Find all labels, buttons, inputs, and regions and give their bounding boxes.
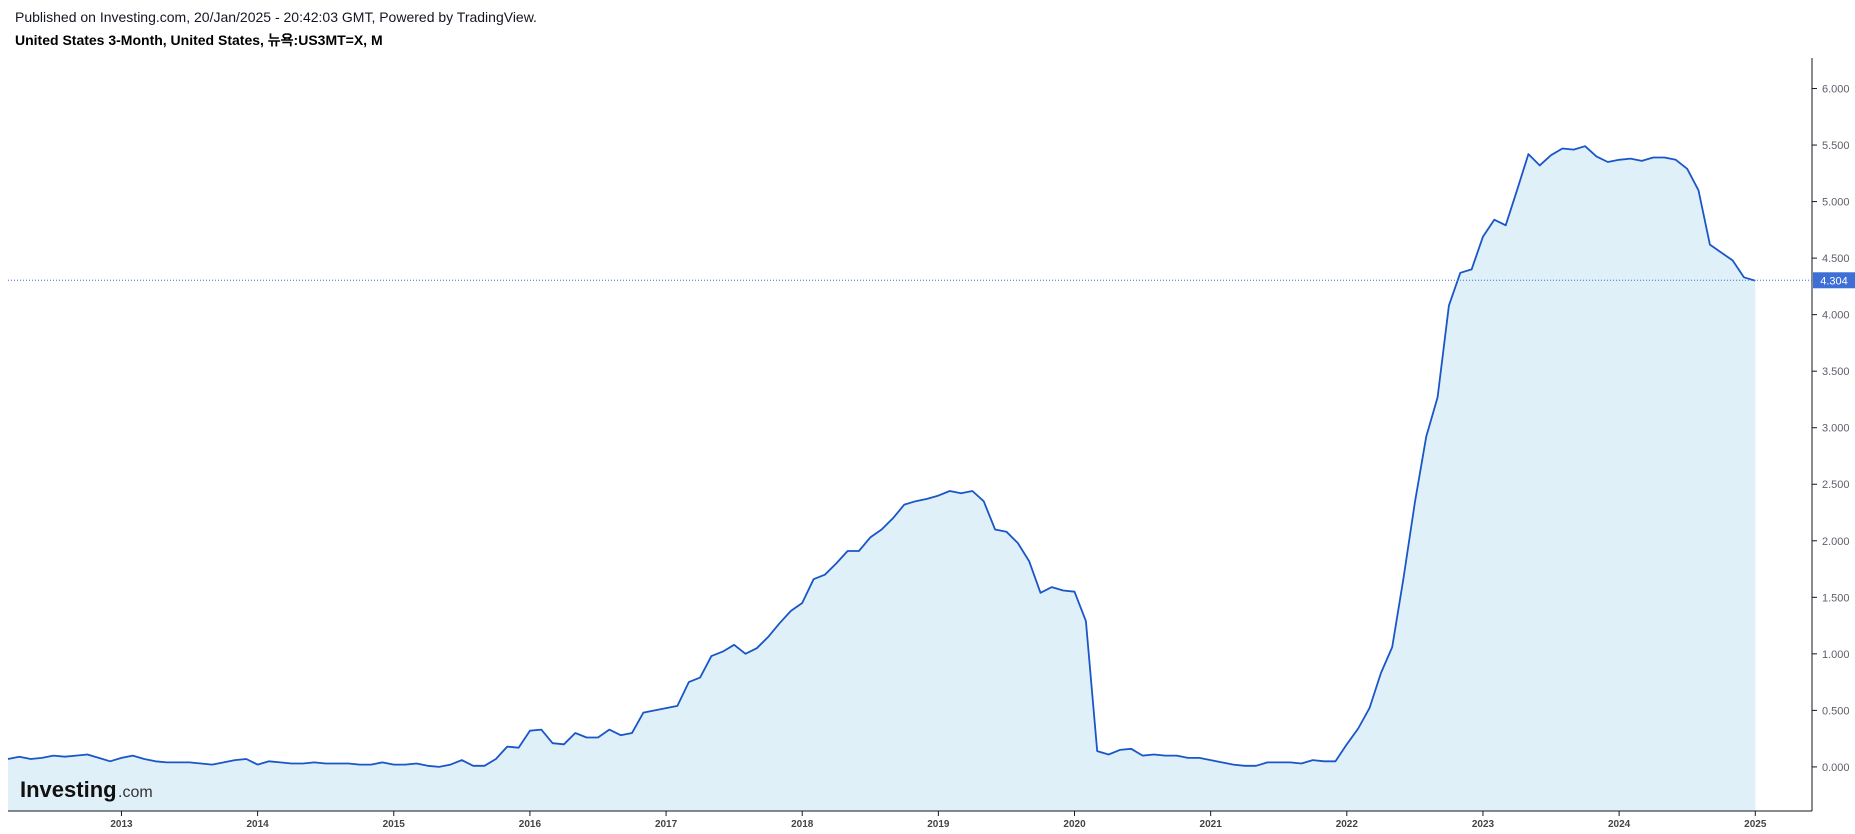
x-tick-label: 2017 (655, 819, 678, 830)
series-area-fill (8, 146, 1756, 811)
symbol-title: United States 3-Month, United States, 뉴욕… (15, 32, 383, 48)
x-tick-label: 2020 (1063, 819, 1086, 830)
x-tick-label: 2018 (791, 819, 814, 830)
series-line (7, 145, 1756, 768)
x-tick-label: 2015 (383, 819, 406, 830)
y-tick-label: 4.000 (1822, 310, 1850, 322)
x-tick-label: 2023 (1472, 819, 1495, 830)
y-tick-label: 2.000 (1822, 536, 1850, 548)
y-tick-label: 3.000 (1822, 423, 1850, 435)
x-tick-label: 2024 (1608, 819, 1631, 830)
y-tick-label: 4.500 (1822, 253, 1850, 265)
y-tick-label: 5.500 (1822, 140, 1850, 152)
y-tick-label: 0.000 (1822, 762, 1850, 774)
axes-layer: 6.000 5.500 5.000 4.500 4.000 3.500 3.000 2.500… (8, 58, 1855, 830)
chart-header: Published on Investing.com, 20/Jan/2025 … (15, 8, 537, 49)
x-tick-label: 2019 (927, 819, 950, 830)
last-value-badge (1813, 272, 1855, 289)
y-tick-label: 1.500 (1822, 592, 1850, 604)
y-tick-label: 0.500 (1822, 705, 1850, 717)
y-tick-label: 1.000 (1822, 649, 1850, 661)
x-tick-label: 2025 (1744, 819, 1767, 830)
y-tick-label: 2.500 (1822, 479, 1850, 491)
last-value-label: 4.304 (1820, 275, 1848, 287)
x-tick-label: 2013 (110, 819, 133, 830)
x-tick-label: 2021 (1200, 819, 1223, 830)
y-tick-label: 3.500 (1822, 366, 1850, 378)
y-tick-label: 6.000 (1822, 84, 1850, 96)
investing-logo: Investing .com (20, 777, 153, 802)
logo-text: Investing (20, 777, 117, 802)
x-tick-label: 2016 (519, 819, 542, 830)
logo-suffix: .com (118, 784, 153, 801)
y-tick-label: 5.000 (1822, 197, 1850, 209)
x-tick-label: 2022 (1336, 819, 1359, 830)
area-layer (7, 145, 1756, 811)
published-note: Published on Investing.com, 20/Jan/2025 … (15, 9, 537, 25)
x-tick-label: 2014 (246, 819, 269, 830)
